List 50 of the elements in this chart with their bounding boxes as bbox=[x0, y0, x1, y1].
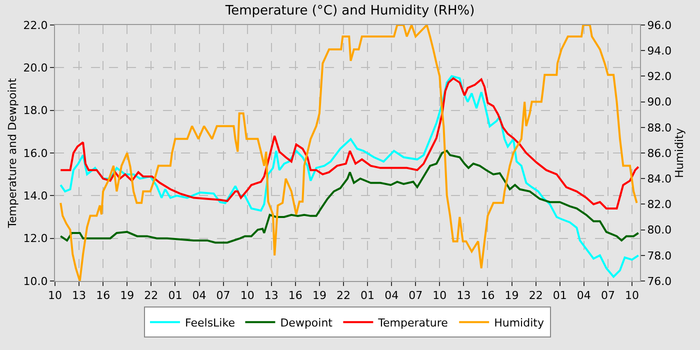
y-tick-label: 20.0 bbox=[23, 62, 48, 75]
x-tick-label: 01 bbox=[552, 289, 567, 302]
x-tick-label: 19 bbox=[120, 289, 134, 302]
x-tick-label: 04 bbox=[384, 289, 399, 302]
x-tick-label: 07 bbox=[216, 289, 230, 302]
legend-label: Dewpoint bbox=[280, 316, 334, 330]
x-tick-label: 22 bbox=[528, 289, 543, 302]
y2-tick-label: 84.0 bbox=[647, 172, 672, 186]
legend-label: Humidity bbox=[494, 316, 544, 330]
y2-tick-label: 76.0 bbox=[647, 274, 672, 288]
y2-tick-label: 94.0 bbox=[647, 44, 672, 58]
y2-axis-title: Humidity bbox=[672, 128, 686, 178]
y-tick-label: 12.0 bbox=[23, 232, 48, 246]
y2-tick-label: 88.0 bbox=[647, 121, 672, 134]
y-tick-label: 10.0 bbox=[23, 274, 48, 288]
legend-label: FeelsLike bbox=[185, 316, 236, 330]
x-tick-label: 13 bbox=[72, 289, 86, 302]
y2-tick-label: 78.0 bbox=[647, 249, 672, 262]
legend-label: Temperature bbox=[377, 316, 448, 330]
y-tick-label: 16.0 bbox=[23, 146, 48, 160]
y-tick-label: 22.0 bbox=[23, 18, 48, 32]
x-tick-label: 07 bbox=[408, 289, 423, 302]
x-tick-label: 04 bbox=[192, 289, 206, 302]
x-tick-label: 13 bbox=[264, 289, 278, 302]
x-tick-label: 22 bbox=[336, 289, 350, 302]
chart-title: Temperature (°C) and Humidity (RH%) bbox=[224, 3, 475, 18]
x-tick-label: 16 bbox=[96, 289, 110, 302]
x-tick-label: 10 bbox=[624, 289, 639, 302]
x-tick-label: 01 bbox=[360, 289, 375, 302]
y2-tick-label: 92.0 bbox=[647, 70, 672, 84]
x-tick-label: 10 bbox=[240, 289, 254, 302]
x-tick-label: 13 bbox=[456, 289, 471, 302]
x-tick-label: 01 bbox=[168, 289, 182, 302]
y-tick-label: 18.0 bbox=[23, 104, 48, 118]
y-axis-title: Temperature and Dewpoint bbox=[6, 77, 19, 229]
y2-tick-label: 82.0 bbox=[647, 198, 672, 212]
y2-tick-label: 86.0 bbox=[647, 146, 672, 160]
x-tick-label: 16 bbox=[480, 289, 495, 302]
x-tick-label: 04 bbox=[576, 289, 591, 302]
x-tick-label: 07 bbox=[600, 289, 615, 302]
x-tick-label: 10 bbox=[48, 289, 62, 302]
x-tick-label: 19 bbox=[504, 289, 519, 302]
x-tick-label: 22 bbox=[144, 289, 158, 302]
x-tick-label: 19 bbox=[312, 289, 326, 302]
x-tick-label: 16 bbox=[288, 289, 302, 302]
y2-tick-label: 80.0 bbox=[647, 224, 672, 237]
x-tick-label: 10 bbox=[432, 289, 447, 302]
y2-tick-label: 96.0 bbox=[647, 18, 672, 32]
y2-tick-label: 90.0 bbox=[647, 96, 672, 109]
y-tick-label: 14.0 bbox=[23, 190, 48, 203]
